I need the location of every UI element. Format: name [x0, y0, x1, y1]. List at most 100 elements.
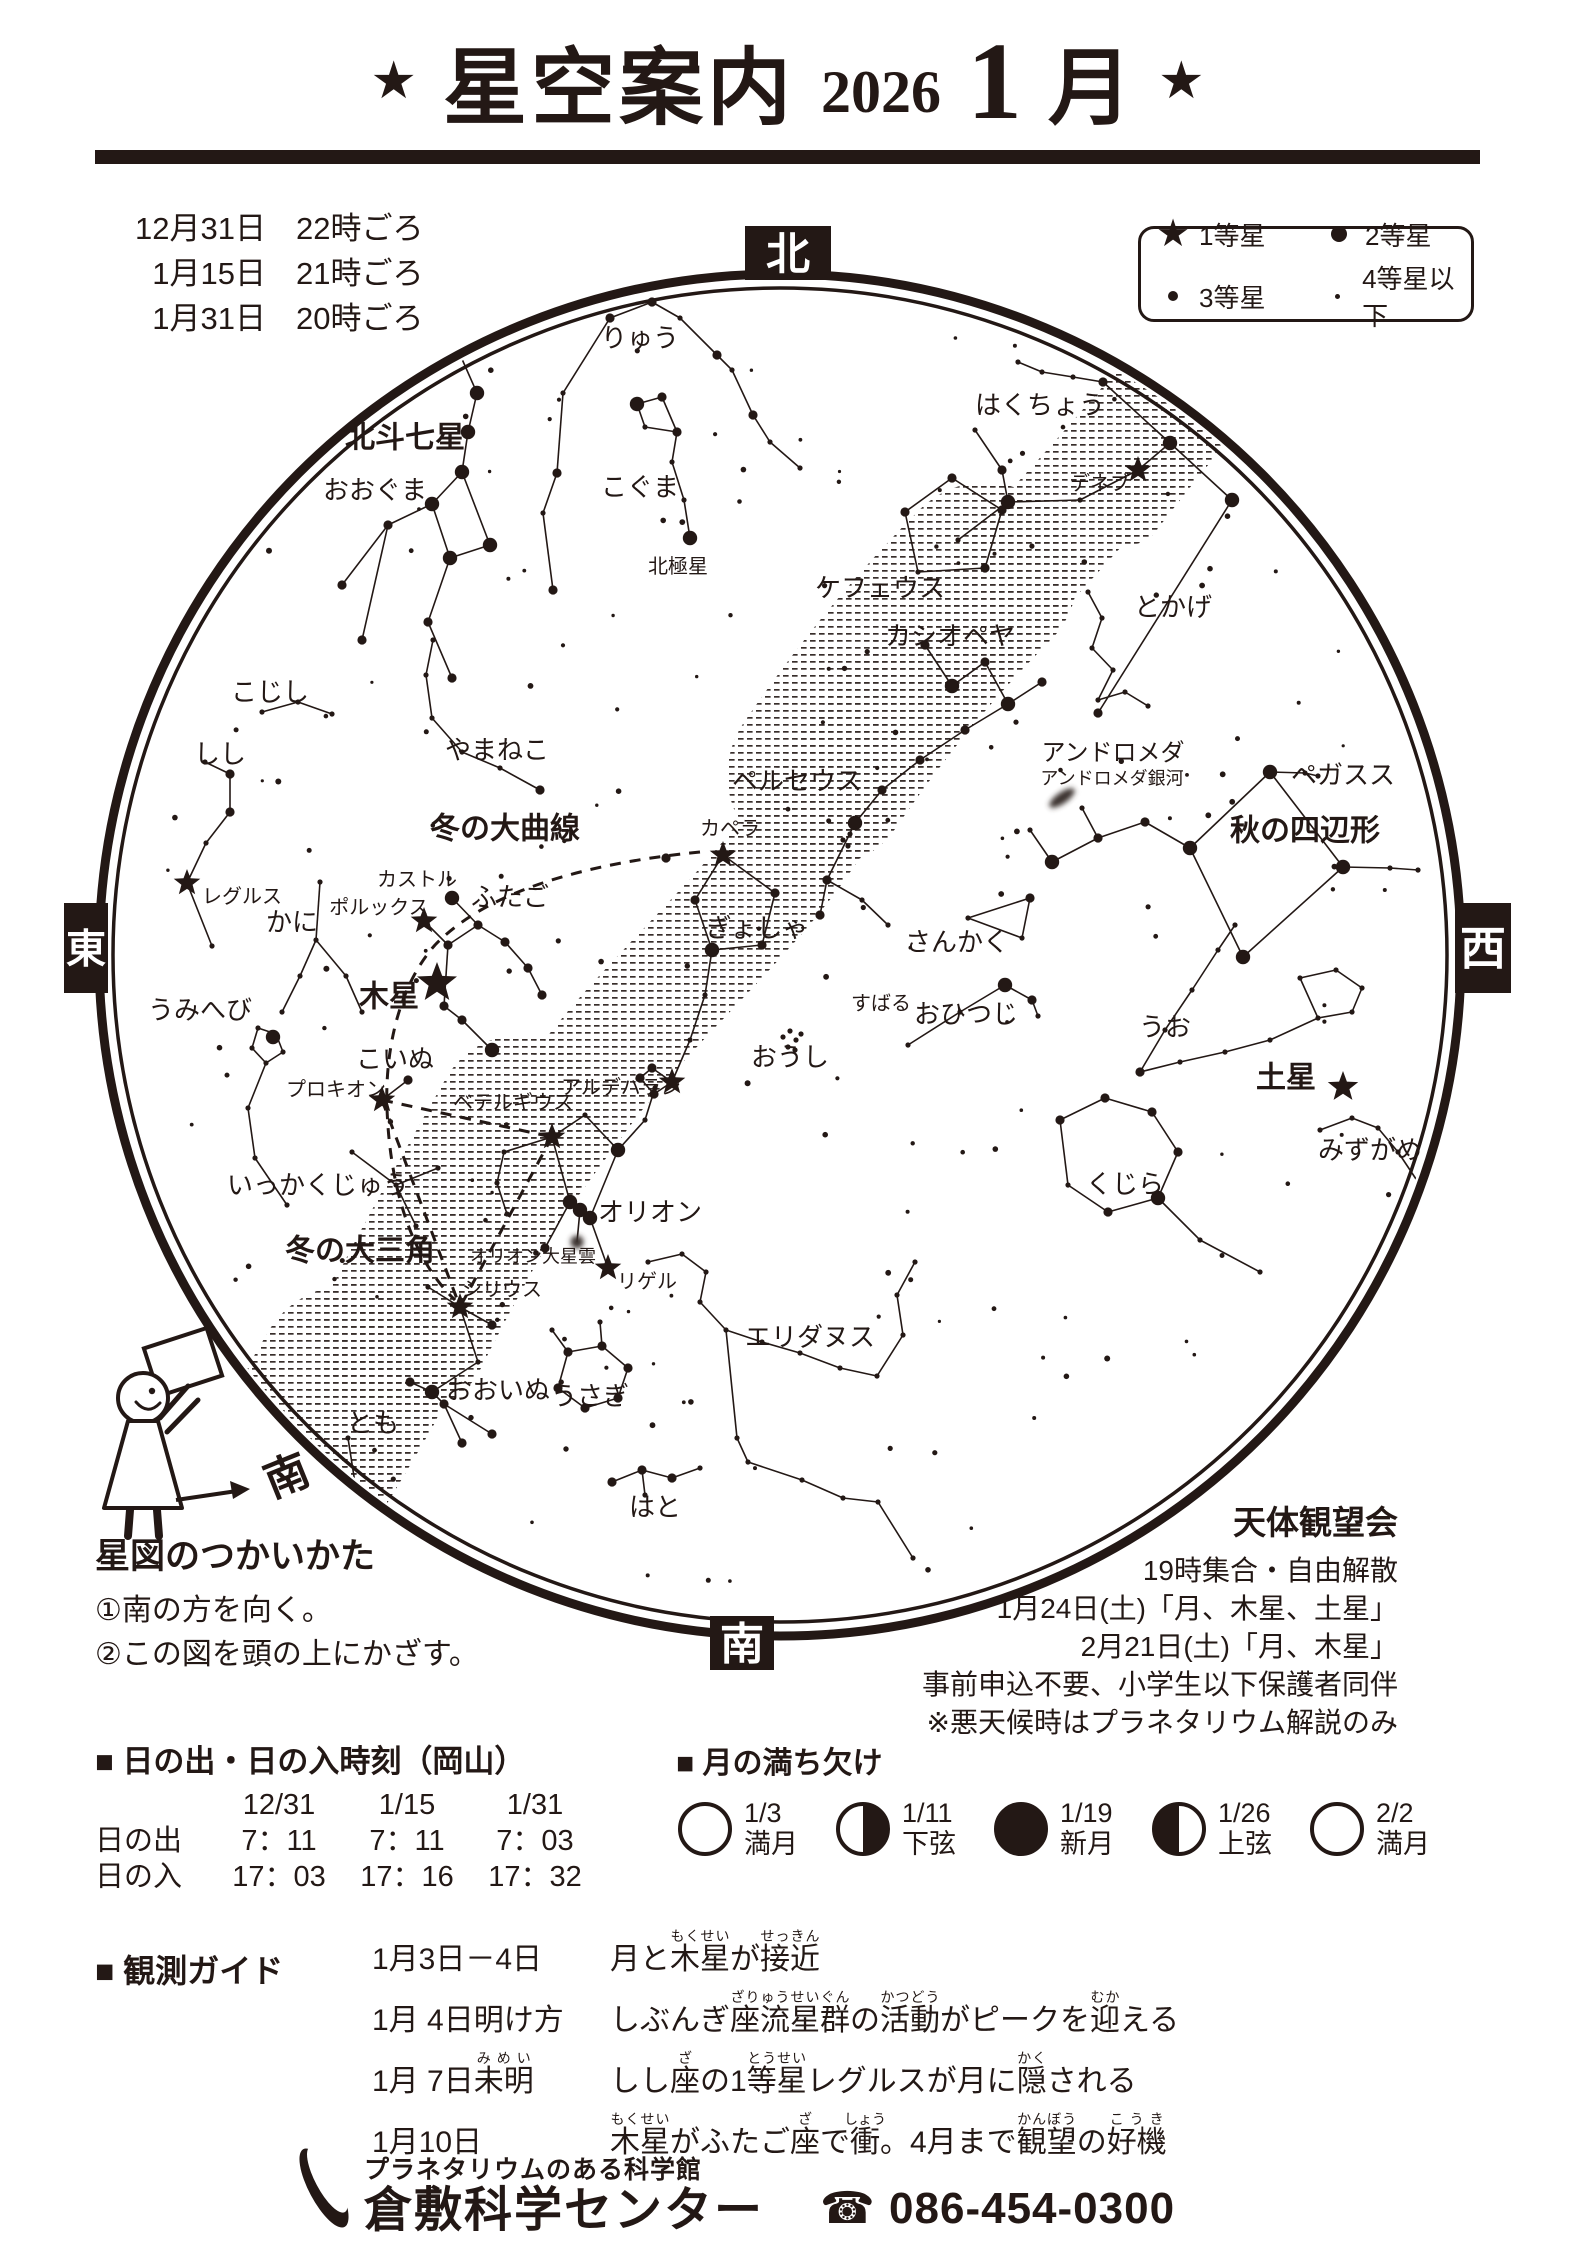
- chart-label: ふたご: [471, 882, 549, 912]
- star-dot: [1189, 987, 1195, 993]
- star-dot: [295, 699, 301, 705]
- star-dot: [252, 1155, 258, 1161]
- star-dot: [1098, 377, 1108, 387]
- observation-line: ※悪天候時はプラネタリウム解説のみ: [926, 1707, 1398, 1738]
- star-dot: [1039, 369, 1045, 375]
- star-dot: [487, 1320, 497, 1330]
- star-dot: [444, 890, 460, 906]
- star-dot: [1079, 805, 1085, 811]
- magnitude-legend: ★ 1等星 2等星 3等星 4等星以下: [1138, 215, 1474, 331]
- star-dot: [469, 385, 485, 401]
- chart-label: とも: [347, 1408, 399, 1438]
- moon-phase-item: 1/26 上弦: [1150, 1798, 1272, 1860]
- star-dot: [548, 585, 558, 595]
- star-dot: [785, 1044, 791, 1050]
- moon-phase-name: 満月: [1376, 1829, 1430, 1859]
- chart-label: カシオペヤ: [885, 621, 1015, 651]
- moon-phase-item: 1/3 満月: [676, 1798, 798, 1860]
- guide-item-date: 1月3日－4日: [372, 1943, 543, 1976]
- star-dot: [459, 749, 465, 755]
- star-dot: [439, 1001, 449, 1011]
- title-month-number: 1: [967, 20, 1022, 142]
- legend-item-mag2: 2等星: [1321, 215, 1471, 253]
- guide-title: ■ 観測ガイド: [95, 1953, 284, 1989]
- star-dot: [424, 1384, 440, 1400]
- chart-label: かに: [266, 907, 318, 937]
- star-dot: [337, 580, 347, 590]
- star-dot: [1019, 935, 1025, 941]
- star-dot: [405, 1377, 415, 1387]
- jupiter-star-icon: [417, 962, 457, 1000]
- star-dot: [1375, 1125, 1381, 1131]
- star-dot: [912, 1259, 918, 1265]
- observation-line: 2月21日(土)「月、木星」: [1080, 1631, 1398, 1662]
- star-dot: [1349, 1009, 1355, 1015]
- chart-label: ペガスス: [1291, 760, 1395, 790]
- first-magnitude-star-icon: [538, 1123, 566, 1149]
- star-dot: [874, 1373, 880, 1379]
- star-dot: [960, 725, 970, 735]
- star-dot: [697, 1465, 703, 1471]
- star-dot: [657, 392, 667, 402]
- moon-phase-date: 1/11: [902, 1798, 953, 1828]
- star-dot: [797, 465, 803, 471]
- chart-label: アンドロメダ銀河: [1040, 768, 1183, 788]
- star-dot: [597, 1341, 607, 1351]
- star-dot: [560, 390, 566, 396]
- mag4-symbol-icon: [1321, 293, 1354, 299]
- star-dot: [457, 1438, 467, 1448]
- moon-full-icon: [1310, 1802, 1364, 1856]
- star-dot: [687, 1037, 693, 1043]
- mag3-symbol-icon: [1155, 291, 1191, 301]
- star-dot: [1182, 840, 1198, 856]
- star-dot: [757, 940, 767, 950]
- title-star-right-icon: ★: [1158, 52, 1205, 110]
- chart-label: ベテルギウス: [453, 1091, 573, 1114]
- star-dot: [1147, 1107, 1157, 1117]
- star-dot: [759, 1339, 765, 1345]
- star-dot: [847, 831, 853, 837]
- star-dot: [457, 1015, 467, 1025]
- moon-phase-item: 1/19 新月: [992, 1798, 1114, 1860]
- star-dot: [563, 1347, 573, 1357]
- star-dot: [1317, 1127, 1323, 1133]
- star-dot: [1232, 922, 1238, 928]
- star-dot: [349, 1149, 355, 1155]
- moon-phase-name: 満月: [744, 1829, 798, 1859]
- star-dot: [263, 1060, 269, 1066]
- sun-table-cell: 日の入: [95, 1861, 183, 1893]
- page-title: ★ 星空案内 2026 1 月 ★: [0, 18, 1575, 145]
- star-dot: [1145, 703, 1151, 709]
- star-dot: [582, 1112, 588, 1118]
- star-dot: [682, 530, 698, 546]
- chart-label: アンドロメダ: [1041, 739, 1184, 766]
- star-dot: [1162, 1027, 1168, 1033]
- star-dot: [540, 510, 546, 516]
- star-dot: [430, 637, 436, 643]
- sun-table-cell: 1/15: [378, 1789, 436, 1821]
- star-dot: [1103, 1207, 1113, 1217]
- footer: プラネタリウムのある科学館 倉敷科学センター ☎ 086-454-0300: [298, 2136, 1175, 2236]
- star-dot: [1085, 589, 1091, 595]
- chart-label: 土星: [1256, 1062, 1316, 1095]
- chart-label: しし: [194, 739, 246, 769]
- first-magnitude-star-icon: [594, 1254, 622, 1280]
- sun-table-cell: 1/31: [506, 1789, 564, 1821]
- first-magnitude-star-icon: [446, 1293, 474, 1319]
- star-dot: [745, 1459, 751, 1465]
- star-dot: [947, 473, 957, 483]
- star-dot: [259, 709, 265, 715]
- guide-item-text: しし座ざの1等星とうせいレグルスが月に隠かくされる: [610, 2050, 1137, 2098]
- star-dot: [875, 1499, 881, 1505]
- star-dot: [313, 937, 319, 943]
- star-dot: [549, 1327, 555, 1333]
- star-dot: [273, 1031, 279, 1037]
- chart-label: アルデバラン: [561, 1076, 681, 1099]
- chart-label: りゅう: [601, 323, 679, 353]
- star-dot: [482, 537, 498, 553]
- viewing-date-row: 1月15日 21時ごろ: [152, 256, 424, 291]
- star-dot: [1077, 497, 1083, 503]
- first-magnitude-star-icon: [410, 907, 438, 933]
- winter-guide-dashes: [380, 850, 701, 1308]
- star-dot: [1100, 1093, 1110, 1103]
